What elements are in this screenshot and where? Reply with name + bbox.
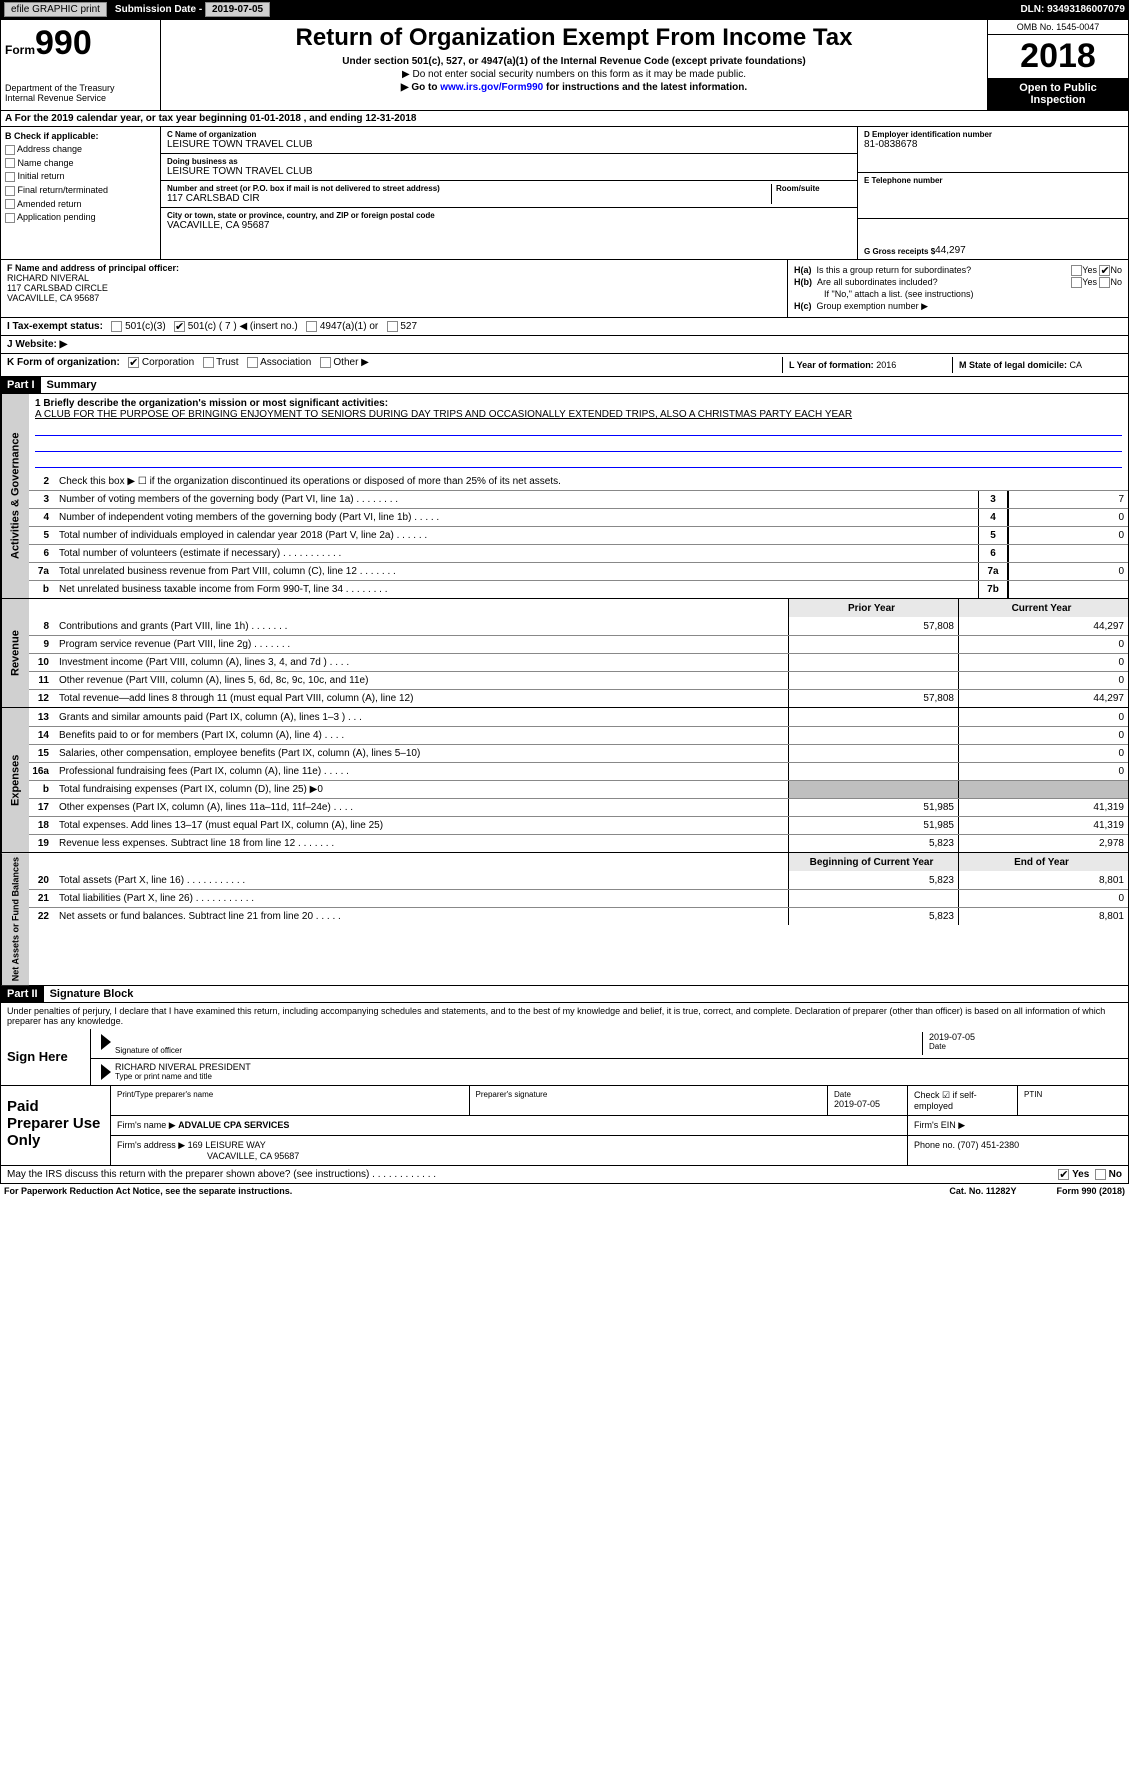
line-5: 5Total number of individuals employed in… — [29, 526, 1128, 544]
mission: 1 Briefly describe the organization's mi… — [29, 394, 1128, 472]
dept: Department of the Treasury Internal Reve… — [5, 83, 156, 103]
line-4: 4Number of independent voting members of… — [29, 508, 1128, 526]
page-footer: For Paperwork Reduction Act Notice, see … — [0, 1184, 1129, 1198]
net-assets: Net Assets or Fund Balances Beginning of… — [0, 853, 1129, 986]
header-right: OMB No. 1545-0047 2018 Open to Public In… — [988, 20, 1128, 110]
discuss-row: May the IRS discuss this return with the… — [0, 1166, 1129, 1184]
row-k: K Form of organization: Corporation Trus… — [0, 354, 1129, 377]
irs-link[interactable]: www.irs.gov/Form990 — [440, 82, 543, 93]
col-b: B Check if applicable: Address change Na… — [1, 127, 161, 259]
line-10: 10Investment income (Part VIII, column (… — [29, 653, 1128, 671]
header-left: Form990 Department of the Treasury Inter… — [1, 20, 161, 110]
row-fh: F Name and address of principal officer:… — [0, 260, 1129, 318]
line-9: 9Program service revenue (Part VIII, lin… — [29, 635, 1128, 653]
efile-btn[interactable]: efile GRAPHIC print — [4, 2, 107, 17]
line-19: 19Revenue less expenses. Subtract line 1… — [29, 834, 1128, 852]
col-de: D Employer identification number81-08386… — [858, 127, 1128, 259]
line-2: 2Check this box ▶ ☐ if the organization … — [29, 472, 1128, 490]
col-c: C Name of organizationLEISURE TOWN TRAVE… — [161, 127, 858, 259]
sub-label: Submission Date - 2019-07-05 — [115, 4, 270, 15]
form-header: Form990 Department of the Treasury Inter… — [0, 19, 1129, 111]
paid-preparer: Paid Preparer Use Only Print/Type prepar… — [0, 1086, 1129, 1166]
main-info: B Check if applicable: Address change Na… — [0, 127, 1129, 260]
line-8: 8Contributions and grants (Part VIII, li… — [29, 617, 1128, 635]
line-13: 13Grants and similar amounts paid (Part … — [29, 708, 1128, 726]
line-16a: 16aProfessional fundraising fees (Part I… — [29, 762, 1128, 780]
line-22: 22Net assets or fund balances. Subtract … — [29, 907, 1128, 925]
line-15: 15Salaries, other compensation, employee… — [29, 744, 1128, 762]
signature-block: Under penalties of perjury, I declare th… — [0, 1003, 1129, 1086]
line-b: bNet unrelated business taxable income f… — [29, 580, 1128, 598]
top-bar: efile GRAPHIC print Submission Date - 20… — [0, 0, 1129, 19]
arrow-icon — [101, 1064, 111, 1080]
form-title: Return of Organization Exempt From Incom… — [165, 24, 983, 52]
line-14: 14Benefits paid to or for members (Part … — [29, 726, 1128, 744]
row-j: J Website: ▶ — [0, 336, 1129, 354]
header-center: Return of Organization Exempt From Incom… — [161, 20, 988, 110]
part2-hdr: Part II — [1, 986, 44, 1002]
f-cell: F Name and address of principal officer:… — [1, 260, 788, 317]
revenue: Revenue Prior YearCurrent Year 8Contribu… — [0, 599, 1129, 708]
line-b: bTotal fundraising expenses (Part IX, co… — [29, 780, 1128, 798]
section-a: A For the 2019 calendar year, or tax yea… — [0, 111, 1129, 127]
line-3: 3Number of voting members of the governi… — [29, 490, 1128, 508]
part1-hdr: Part I — [1, 377, 41, 393]
line-7a: 7aTotal unrelated business revenue from … — [29, 562, 1128, 580]
sub-date: 2019-07-05 — [205, 2, 270, 17]
line-6: 6Total number of volunteers (estimate if… — [29, 544, 1128, 562]
dln: DLN: 93493186007079 — [1020, 4, 1125, 15]
line-12: 12Total revenue—add lines 8 through 11 (… — [29, 689, 1128, 707]
activities-governance: Activities & Governance 1 Briefly descri… — [0, 394, 1129, 599]
line-21: 21Total liabilities (Part X, line 26) . … — [29, 889, 1128, 907]
line-20: 20Total assets (Part X, line 16) . . . .… — [29, 871, 1128, 889]
expenses: Expenses 13Grants and similar amounts pa… — [0, 708, 1129, 853]
line-11: 11Other revenue (Part VIII, column (A), … — [29, 671, 1128, 689]
arrow-icon — [101, 1034, 111, 1050]
h-cell: H(a) Is this a group return for subordin… — [788, 260, 1128, 317]
line-18: 18Total expenses. Add lines 13–17 (must … — [29, 816, 1128, 834]
row-i: I Tax-exempt status: 501(c)(3) 501(c) ( … — [0, 318, 1129, 336]
line-17: 17Other expenses (Part IX, column (A), l… — [29, 798, 1128, 816]
